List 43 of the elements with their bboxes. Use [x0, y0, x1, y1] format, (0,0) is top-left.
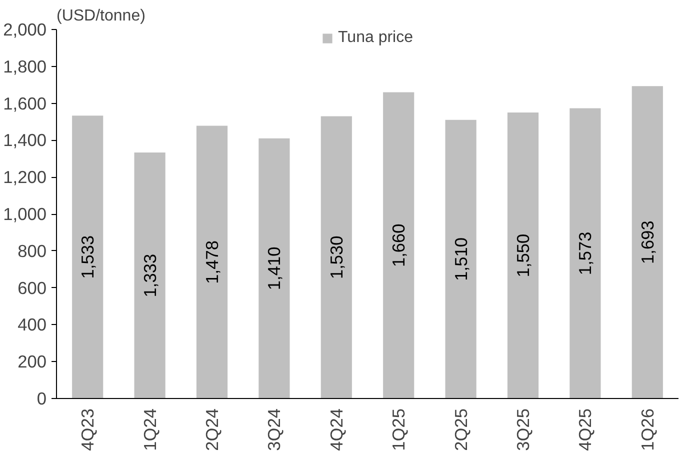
x-tick-label: 3Q25 [513, 408, 533, 451]
x-tick-label: 2Q25 [450, 408, 471, 451]
data-label: 1,510 [450, 238, 471, 281]
y-tick-label: 1,000 [3, 204, 47, 224]
x-tick-label: 1Q25 [388, 408, 409, 451]
y-tick-label: 0 [36, 388, 47, 408]
bar [72, 116, 104, 398]
bar [196, 126, 228, 398]
data-label: 1,550 [513, 234, 533, 278]
bar [258, 138, 290, 398]
y-tick-label: 600 [18, 278, 47, 298]
bar [320, 116, 352, 398]
data-label: 1,533 [78, 235, 98, 279]
y-tick-label: 1,400 [3, 130, 47, 150]
y-tick-label: 400 [18, 314, 47, 335]
bar [632, 86, 663, 398]
y-tick-label: 1,600 [3, 93, 47, 114]
data-label: 1,573 [575, 232, 596, 276]
x-tick-label: 1Q24 [140, 408, 160, 451]
bar [507, 112, 539, 398]
x-tick-label: 1Q26 [637, 408, 658, 451]
x-tick-label: 4Q24 [326, 408, 346, 451]
bar [445, 120, 476, 398]
data-label: 1,530 [326, 236, 346, 280]
bar [570, 108, 601, 398]
legend-label: Tuna price [338, 29, 413, 47]
y-tick-label: 2,000 [3, 20, 47, 40]
y-tick-label: 1,200 [3, 167, 47, 188]
y-axis-title: (USD/tonne) [56, 8, 146, 24]
y-tick-label: 200 [18, 352, 47, 372]
data-label: 1,410 [264, 246, 284, 290]
bar [134, 152, 166, 398]
x-tick-label: 2Q24 [202, 408, 222, 451]
data-label: 1,660 [388, 224, 409, 268]
data-label: 1,478 [202, 240, 222, 284]
bar [383, 92, 414, 398]
x-tick-label: 4Q23 [78, 408, 98, 451]
x-tick-label: 4Q25 [575, 408, 596, 451]
y-tick-label: 800 [18, 240, 47, 261]
x-tick-label: 3Q24 [264, 408, 284, 451]
data-label: 1,333 [140, 254, 160, 298]
y-tick-label: 1,800 [3, 56, 47, 76]
data-label: 1,693 [637, 220, 658, 264]
